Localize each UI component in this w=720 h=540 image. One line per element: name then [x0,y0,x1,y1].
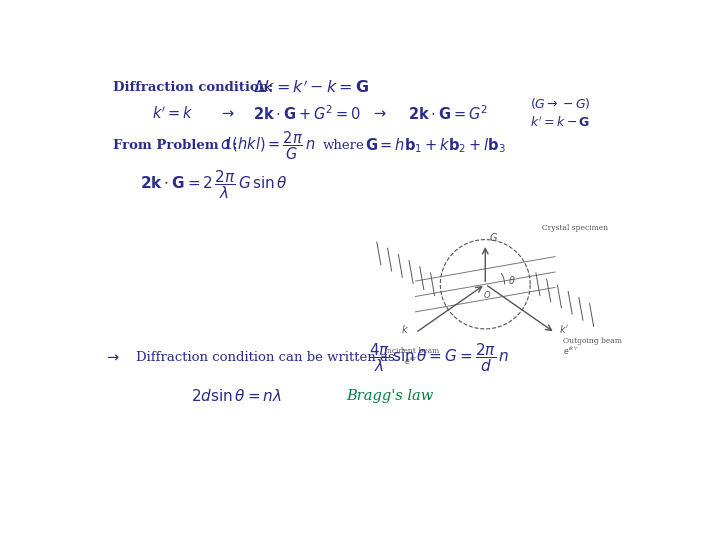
Text: Incident beam: Incident beam [384,347,439,355]
Text: $\mathbf{G} = h\mathbf{b}_1 + k\mathbf{b}_2 + l\mathbf{b}_3$: $\mathbf{G} = h\mathbf{b}_1 + k\mathbf{b… [365,136,506,155]
Text: $\rightarrow$: $\rightarrow$ [220,106,236,120]
Text: $\mathbf{2k} \cdot \mathbf{G} = G^2$: $\mathbf{2k} \cdot \mathbf{G} = G^2$ [408,104,488,123]
Text: $d\,(hkl) = \dfrac{2\pi}{G}\,n$: $d\,(hkl) = \dfrac{2\pi}{G}\,n$ [220,130,315,162]
Text: $e^{ik'r}$: $e^{ik'r}$ [563,345,579,357]
Text: From Problem 1:: From Problem 1: [113,139,238,152]
Text: $\mathbf{2k} \cdot \mathbf{G} + G^2 = 0$: $\mathbf{2k} \cdot \mathbf{G} + G^2 = 0$ [253,104,361,123]
Text: $\rightarrow$: $\rightarrow$ [371,106,387,120]
Text: $k$: $k$ [401,323,409,335]
Text: $\rightarrow$: $\rightarrow$ [104,350,120,365]
Text: Outgoing beam: Outgoing beam [563,336,622,345]
Text: $O$: $O$ [482,289,491,300]
Text: $\mathbf{2k} \cdot \mathbf{G} = 2\,\dfrac{2\pi}{\lambda}\,G\,\sin\theta$: $\mathbf{2k} \cdot \mathbf{G} = 2\,\dfra… [140,168,288,200]
Text: Crystal specimen: Crystal specimen [542,224,608,232]
Text: $\dfrac{4\pi}{\lambda}\,\sin\theta = G = \dfrac{2\pi}{d}\,n$: $\dfrac{4\pi}{\lambda}\,\sin\theta = G =… [369,341,509,374]
Text: Diffraction condition can be written as: Diffraction condition can be written as [137,351,395,364]
Text: Diffraction condition:: Diffraction condition: [113,82,274,94]
Text: $k'$: $k'$ [559,323,569,335]
Text: Bragg's law: Bragg's law [346,389,433,403]
Text: $2d\sin\theta = n\lambda$: $2d\sin\theta = n\lambda$ [191,388,282,404]
Text: $\Delta k = k^{\prime} - k = \mathbf{G}$: $\Delta k = k^{\prime} - k = \mathbf{G}$ [253,79,369,97]
Text: $G$: $G$ [489,231,498,242]
Text: where: where [323,139,364,152]
Text: $\theta$: $\theta$ [508,274,516,286]
Text: $k^{\prime} = k$: $k^{\prime} = k$ [152,105,194,122]
Text: $(G \rightarrow -G)$: $(G \rightarrow -G)$ [530,96,591,111]
Text: $k^{\prime} = k - \mathbf{G}$: $k^{\prime} = k - \mathbf{G}$ [530,116,590,130]
Text: $e^{ikr}$: $e^{ikr}$ [405,354,418,367]
